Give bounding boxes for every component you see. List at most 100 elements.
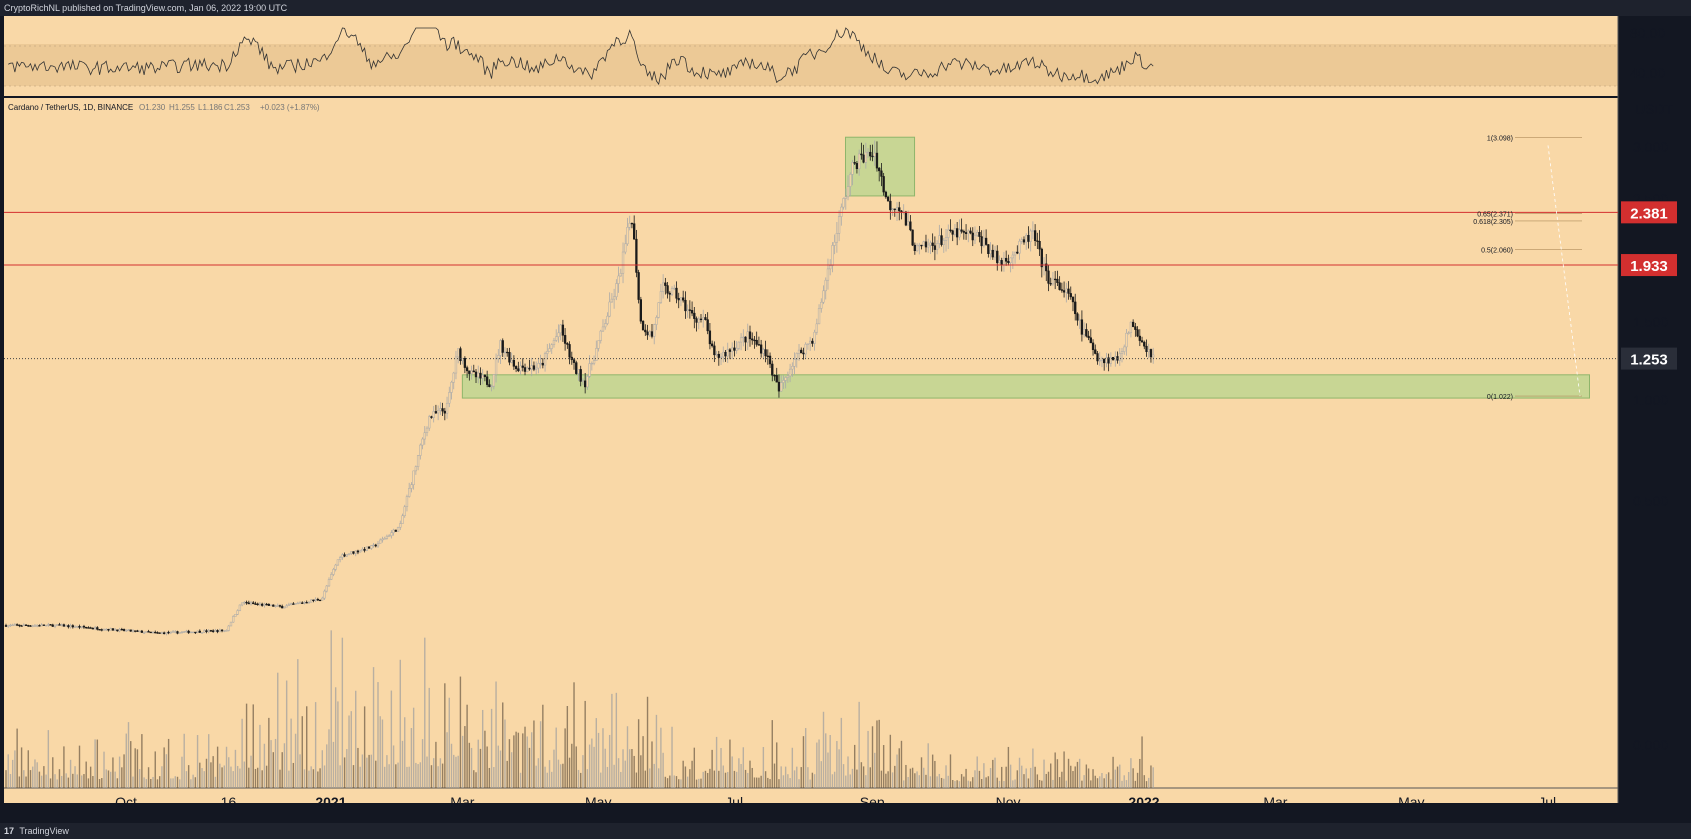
volume-bar: [357, 747, 359, 788]
candle-body: [11, 624, 14, 627]
candle-body: [298, 602, 302, 604]
volume-bar: [771, 720, 773, 788]
candle-body: [1025, 235, 1028, 243]
volume-bar: [669, 775, 671, 788]
fib-layer[interactable]: 1(3.098) 0.65(2.371)0.618(2.305) 0.5(2.060…: [1473, 135, 1582, 401]
candle-body: [826, 268, 830, 281]
support-zone[interactable]: [461, 374, 1590, 399]
candle-body: [724, 351, 727, 357]
volume-bar: [321, 750, 324, 788]
candle-body: [973, 234, 977, 241]
brand-text: TradingView: [19, 826, 69, 836]
volume-bar: [243, 761, 246, 788]
volume-bar: [891, 772, 894, 788]
volume-bar: [695, 779, 698, 788]
volume-bar: [706, 772, 709, 788]
candle-body: [347, 553, 351, 555]
candle-body: [942, 240, 945, 245]
volume-bar: [782, 775, 785, 788]
volume-bar: [65, 773, 67, 788]
volume-bar: [7, 754, 9, 788]
candle-body: [454, 356, 458, 374]
volume-bar: [107, 770, 110, 788]
volume-bar: [1023, 774, 1025, 788]
candle-body: [483, 374, 487, 378]
volume-bar: [1125, 780, 1128, 788]
volume-bar: [856, 769, 858, 788]
candle-body: [1082, 329, 1086, 335]
candle-body: [27, 625, 30, 627]
candle-body: [739, 337, 743, 343]
candle-body: [675, 287, 678, 299]
volume-bar: [776, 742, 778, 788]
candle-body: [641, 320, 645, 331]
candle-body: [281, 606, 284, 609]
volume-bar: [918, 775, 920, 788]
volume-bar: [390, 690, 393, 788]
volume-bar: [938, 773, 941, 788]
volume-bar: [432, 758, 435, 788]
candle-body: [430, 416, 433, 418]
volume-bar: [753, 777, 756, 788]
candle-body: [639, 299, 643, 322]
volume-bar: [308, 770, 310, 788]
candle-body: [207, 630, 210, 633]
volume-bar: [406, 766, 408, 788]
volume-bar: [911, 767, 914, 788]
candle-body: [717, 353, 720, 358]
candle-body: [325, 585, 328, 592]
candle-body: [327, 579, 331, 587]
volume-bar: [860, 762, 863, 788]
candle-body: [771, 363, 774, 376]
volume-bar: [290, 718, 292, 788]
candle-body: [940, 235, 943, 245]
candle-body: [775, 375, 778, 383]
volume-bar: [475, 772, 477, 788]
tradingview-logo-icon: 17: [4, 826, 15, 836]
brand-bar: 17 TradingView: [0, 823, 1691, 839]
volume-bar: [179, 779, 181, 788]
candle-body: [196, 630, 199, 633]
candle-body: [526, 367, 529, 372]
candle-body: [978, 232, 981, 237]
volume-bar: [1050, 763, 1052, 788]
volume-bar: [225, 746, 228, 788]
candle-body: [555, 336, 558, 341]
volume-bar: [613, 764, 615, 788]
candle-body: [24, 624, 28, 626]
volume-bar: [159, 776, 161, 788]
candle-body: [29, 625, 32, 627]
candle-body: [568, 344, 571, 358]
volume-bar: [161, 766, 163, 788]
publisher-bar: CryptoRichNL published on TradingView.co…: [0, 0, 1691, 16]
volume-bar: [637, 719, 640, 788]
candle-body: [111, 628, 115, 631]
candle-body: [191, 631, 195, 634]
chart-canvas[interactable]: 80.00 40.00 1(3.098) 0.65(2.371)0.618(2.3…: [0, 16, 1691, 823]
publisher-text: CryptoRichNL published on TradingView.co…: [4, 3, 288, 13]
volume-bar: [292, 762, 295, 788]
candle-body: [853, 162, 856, 164]
candle-body: [36, 625, 39, 627]
candle-body: [1120, 351, 1124, 354]
candle-body: [332, 569, 335, 575]
volume-bar: [34, 759, 36, 788]
candle-body: [646, 331, 649, 336]
candle-body: [180, 631, 184, 633]
price-badges: 2.381 1.933 1.253: [1621, 201, 1677, 370]
volume-bar: [900, 740, 903, 788]
volume-bar: [481, 709, 484, 788]
volume-bar: [1101, 773, 1103, 788]
volume-bar: [212, 756, 214, 788]
candle-body: [330, 574, 333, 580]
volume-bar: [588, 744, 591, 788]
volume-bar: [252, 704, 254, 788]
volume-bar: [399, 659, 401, 788]
candle-body: [820, 301, 823, 309]
volume-bar: [1063, 751, 1065, 788]
volume-bar: [820, 761, 822, 788]
volume-bar: [506, 760, 508, 788]
volume-bar: [684, 766, 687, 788]
candle-body: [726, 349, 729, 357]
candle-body: [628, 222, 631, 228]
